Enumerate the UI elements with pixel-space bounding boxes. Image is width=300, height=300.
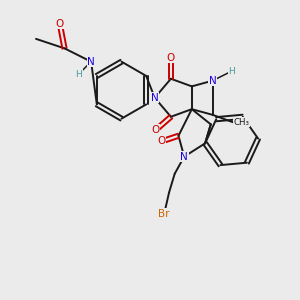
- Text: O: O: [167, 53, 175, 63]
- Text: H: H: [75, 70, 82, 79]
- Text: O: O: [152, 125, 160, 135]
- Text: N: N: [87, 57, 95, 67]
- Text: N: N: [180, 152, 188, 162]
- Text: O: O: [56, 19, 64, 29]
- Text: H: H: [228, 67, 235, 76]
- Text: CH₃: CH₃: [234, 118, 250, 127]
- Text: N: N: [209, 76, 217, 86]
- Text: Br: Br: [158, 208, 170, 219]
- Text: N: N: [151, 93, 159, 103]
- Text: O: O: [157, 136, 166, 146]
